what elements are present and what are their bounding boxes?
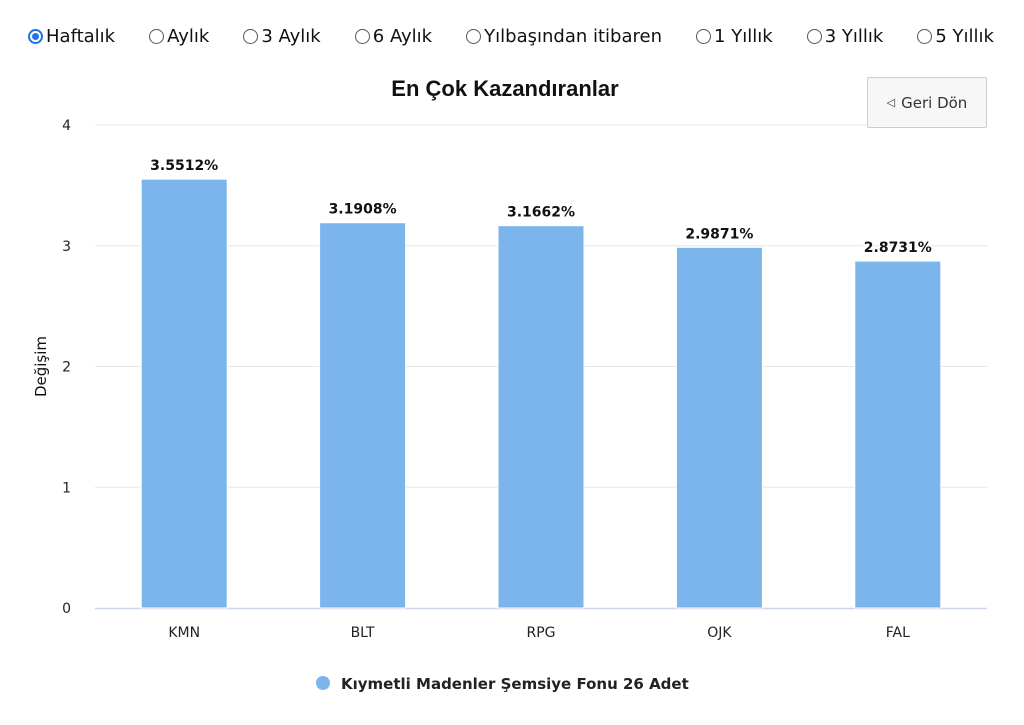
- radio-5-years[interactable]: [917, 28, 933, 44]
- bar: [140, 178, 228, 609]
- data-label: 3.1662%: [507, 205, 575, 221]
- period-label: Yılbaşından itibaren: [484, 25, 662, 47]
- data-label: 3.1908%: [329, 202, 397, 218]
- radio-1-year[interactable]: [696, 28, 712, 44]
- radio-ytd[interactable]: [466, 28, 482, 44]
- radio-3-months[interactable]: [243, 28, 259, 44]
- x-tick-label: OJK: [707, 625, 732, 641]
- x-tick-label: KMN: [168, 625, 200, 641]
- back-button-label: Geri Dön: [901, 93, 968, 112]
- bar: [319, 222, 407, 609]
- period-option-ytd[interactable]: Yılbaşından itibaren: [466, 26, 662, 47]
- chart-title: En Çok Kazandıranlar: [391, 76, 619, 101]
- period-option-1-year[interactable]: 1 Yıllık: [696, 26, 773, 47]
- y-tick-label: 0: [62, 601, 71, 617]
- back-button[interactable]: ◁ Geri Dön: [867, 77, 987, 128]
- period-option-5-years[interactable]: 5 Yıllık: [917, 26, 994, 47]
- x-tick-label: FAL: [886, 625, 910, 641]
- period-label: 3 Yıllık: [824, 25, 884, 47]
- period-label: 1 Yıllık: [714, 25, 773, 47]
- period-label: Aylık: [167, 25, 210, 47]
- period-option-3-months[interactable]: 3 Aylık: [243, 25, 321, 47]
- y-tick-label: 3: [62, 239, 71, 255]
- data-label: 2.9871%: [685, 226, 753, 242]
- period-label: 3 Aylık: [261, 25, 321, 47]
- radio-6-months[interactable]: [354, 28, 370, 44]
- period-label: Haftalık: [46, 25, 116, 47]
- period-label: 6 Aylık: [372, 25, 433, 47]
- bar: [497, 225, 585, 609]
- radio-weekly[interactable]: [28, 28, 43, 44]
- x-tick-label: RPG: [526, 625, 555, 641]
- y-axis-title: Değişim: [32, 336, 50, 397]
- radio-monthly[interactable]: [149, 28, 165, 44]
- y-tick-label: 2: [62, 360, 71, 376]
- y-tick-label: 1: [62, 480, 71, 496]
- period-label: 5 Yıllık: [935, 25, 994, 47]
- bar: [675, 246, 763, 609]
- triangle-left-icon: ◁: [886, 96, 896, 109]
- legend-label: Kıymetli Madenler Şemsiye Fonu 26 Adet: [341, 675, 689, 693]
- x-tick-label: BLT: [351, 625, 375, 641]
- data-label: 3.5512%: [150, 158, 218, 174]
- period-option-monthly[interactable]: Aylık: [149, 26, 209, 47]
- period-option-3-years[interactable]: 3 Yıllık: [806, 25, 884, 47]
- data-label: 2.8731%: [864, 240, 932, 256]
- legend-marker: [316, 676, 330, 690]
- bar: [854, 260, 942, 609]
- period-option-6-months[interactable]: 6 Aylık: [354, 25, 433, 47]
- radio-3-years[interactable]: [806, 28, 822, 44]
- period-option-weekly[interactable]: Haftalık: [28, 26, 115, 47]
- y-tick-label: 4: [62, 118, 71, 134]
- period-selector: Haftalık Aylık 3 Aylık 6 Aylık Yılbaşınd…: [28, 22, 994, 50]
